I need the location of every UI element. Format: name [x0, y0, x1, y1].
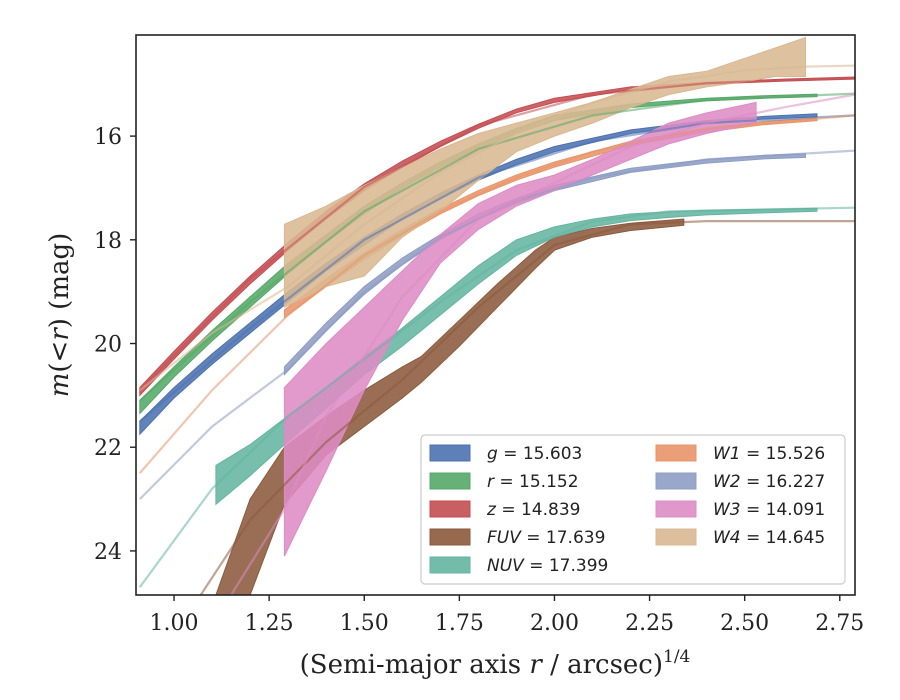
model-curve-w2 — [139, 149, 855, 500]
legend-label: W1 = 15.526 — [713, 444, 825, 464]
legend-label: g = 15.603 — [487, 444, 582, 464]
legend-entry-fuv: FUV = 17.639 — [429, 528, 605, 548]
legend-entry-w1: W1 = 15.526 — [655, 444, 825, 464]
y-tick-label: 22 — [94, 436, 122, 461]
x-tick-label: 1.00 — [150, 611, 199, 636]
legend-label: r = 15.152 — [487, 472, 579, 492]
x-tick-label: 2.50 — [720, 611, 769, 636]
band-w4 — [283, 36, 806, 309]
legend-frame — [420, 434, 846, 585]
model-curves — [138, 64, 855, 595]
legend-swatch — [429, 556, 471, 574]
legend-swatch — [429, 472, 471, 490]
legend-swatch — [429, 500, 471, 518]
y-tick-label: 18 — [94, 229, 122, 254]
legend-label: W3 = 14.091 — [713, 500, 825, 520]
legend-label: z = 14.839 — [486, 500, 580, 520]
x-axis-label: (Semi-major axis r / arcsec)1/4 — [300, 647, 691, 680]
y-tick-label: 20 — [94, 333, 122, 358]
legend-label: NUV = 17.399 — [487, 556, 608, 576]
model-curve-z — [139, 76, 855, 391]
legend-swatch — [655, 472, 697, 490]
x-tick-label: 1.50 — [340, 611, 389, 636]
legend-swatch — [429, 444, 471, 462]
x-axis-ticks: 1.00 1.25 1.50 1.75 2.00 2.25 2.50 2.75 — [150, 595, 864, 636]
y-axis-label: m(<r) (mag) — [45, 233, 75, 398]
x-tick-label: 1.75 — [435, 611, 484, 636]
legend: g = 15.603 r = 15.152 z = 14.839 FUV = 17.6… — [420, 434, 846, 585]
x-tick-label: 2.25 — [625, 611, 674, 636]
y-tick-label: 16 — [94, 125, 122, 150]
model-curve-w1 — [138, 114, 855, 474]
legend-entry-z: z = 14.839 — [429, 500, 580, 520]
legend-entry-w4: W4 = 14.645 — [655, 528, 825, 548]
model-curve-nuv — [138, 206, 855, 588]
model-curve-fuv — [199, 220, 855, 595]
legend-entry-w2: W2 = 16.227 — [655, 472, 825, 492]
y-tick-label: 24 — [94, 540, 122, 565]
legend-swatch — [655, 500, 697, 518]
legend-label: W2 = 16.227 — [713, 472, 825, 492]
x-tick-label: 2.75 — [815, 611, 864, 636]
model-curve-r — [139, 92, 855, 402]
legend-swatch — [655, 444, 697, 462]
legend-entry-g: g = 15.603 — [429, 444, 582, 464]
legend-label: FUV = 17.639 — [487, 528, 605, 548]
x-tick-label: 1.25 — [245, 611, 294, 636]
legend-label: W4 = 14.645 — [713, 528, 825, 548]
y-axis-ticks: 16 18 20 22 24 — [94, 125, 136, 565]
legend-entry-r: r = 15.152 — [429, 472, 579, 492]
legend-entry-nuv: NUV = 17.399 — [429, 556, 608, 576]
legend-swatch — [429, 528, 471, 546]
legend-swatch — [655, 528, 697, 546]
model-curve-w4 — [139, 64, 855, 392]
x-tick-label: 2.00 — [530, 611, 579, 636]
model-curve-w3 — [230, 93, 855, 595]
plot-frame — [135, 34, 856, 596]
legend-entry-w3: W3 = 14.091 — [655, 500, 825, 520]
